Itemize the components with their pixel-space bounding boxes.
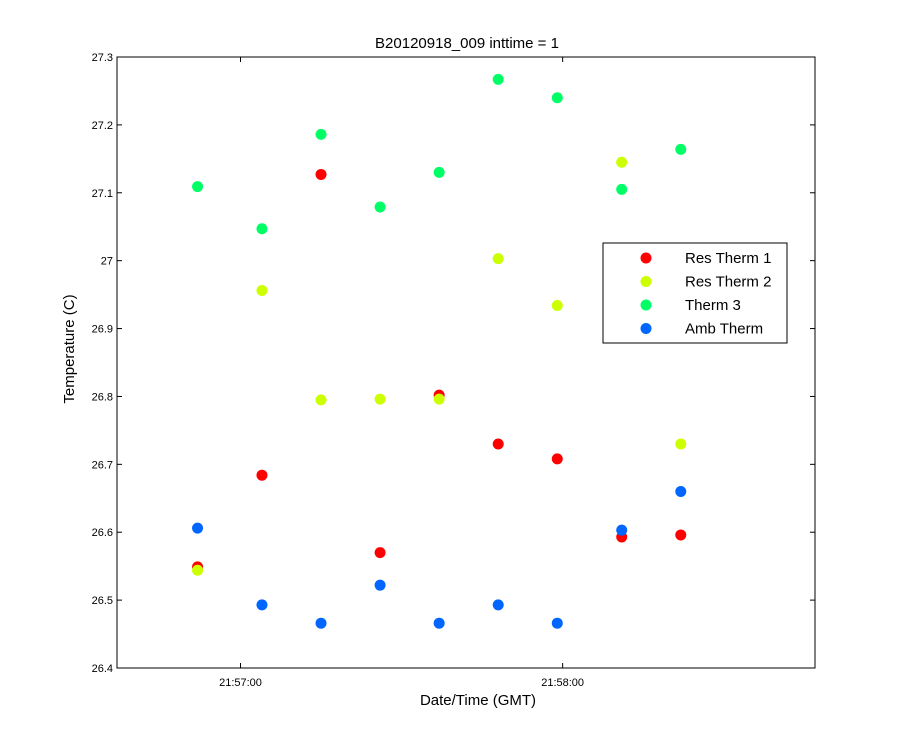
- x-tick-label: 21:57:00: [219, 677, 262, 689]
- series-therm-3: [192, 73, 687, 235]
- data-point: [374, 201, 386, 213]
- data-point: [192, 564, 204, 576]
- legend-label: Res Therm 2: [685, 274, 771, 291]
- y-axis-label: Temperature (C): [61, 294, 78, 403]
- y-tick-label: 26.7: [92, 459, 113, 471]
- data-point: [315, 128, 327, 140]
- series-res-therm-2: [192, 156, 687, 576]
- data-point: [374, 393, 386, 405]
- legend-box: [602, 242, 788, 344]
- data-point: [492, 73, 504, 85]
- data-point: [315, 617, 327, 629]
- x-axis-label: Date/Time (GMT): [420, 692, 536, 709]
- chart-title: B20120918_009 inttime = 1: [375, 35, 559, 52]
- data-point: [675, 143, 687, 155]
- y-tick-label: 27.3: [92, 52, 113, 64]
- y-tick-label: 27.1: [92, 188, 113, 200]
- data-point: [192, 522, 204, 534]
- data-point: [675, 438, 687, 450]
- plot-area: [116, 56, 816, 669]
- legend: Res Therm 1 Res Therm 2 Therm 3 Amb Therm: [602, 242, 788, 344]
- data-point: [492, 599, 504, 611]
- legend-marker: [640, 252, 652, 264]
- data-point: [551, 92, 563, 104]
- data-point: [433, 166, 445, 178]
- data-point: [315, 394, 327, 406]
- x-tick-label: 21:58:00: [541, 677, 584, 689]
- data-point: [551, 617, 563, 629]
- y-tick-label: 27: [101, 256, 113, 268]
- data-point: [551, 299, 563, 311]
- y-tick-label: 26.4: [92, 663, 113, 675]
- data-point: [492, 253, 504, 265]
- data-point: [675, 485, 687, 497]
- data-point: [492, 438, 504, 450]
- y-tick-label: 26.6: [92, 527, 113, 539]
- data-point: [675, 529, 687, 541]
- data-point: [374, 579, 386, 591]
- data-point: [374, 547, 386, 559]
- legend-marker: [640, 276, 652, 287]
- data-point: [256, 285, 268, 297]
- data-point: [616, 524, 628, 536]
- y-tick-label: 26.5: [92, 595, 113, 607]
- data-point: [616, 183, 628, 195]
- data-point: [256, 223, 268, 235]
- data-point: [616, 156, 628, 168]
- series-amb-therm: [192, 485, 687, 629]
- y-tick-label: 27.2: [92, 120, 113, 132]
- data-point: [433, 617, 445, 629]
- data-point: [551, 453, 563, 465]
- legend-marker: [640, 323, 652, 334]
- data-point: [256, 469, 268, 481]
- data-point: [433, 393, 445, 405]
- legend-label: Amb Therm: [685, 321, 763, 338]
- data-point: [192, 181, 204, 193]
- legend-marker: [640, 299, 652, 311]
- data-point: [256, 599, 268, 611]
- legend-label: Res Therm 1: [685, 250, 771, 267]
- data-points: [192, 73, 687, 629]
- y-axis: 26.4 26.5 26.6 26.7 26.8 26.9 27 27.1 27.2 27.3: [92, 52, 815, 675]
- data-point: [315, 168, 327, 180]
- y-tick-label: 26.9: [92, 324, 113, 336]
- legend-label: Therm 3: [685, 297, 741, 314]
- x-axis: 21:57:00 21:58:00: [219, 57, 584, 689]
- y-tick-label: 26.8: [92, 391, 113, 403]
